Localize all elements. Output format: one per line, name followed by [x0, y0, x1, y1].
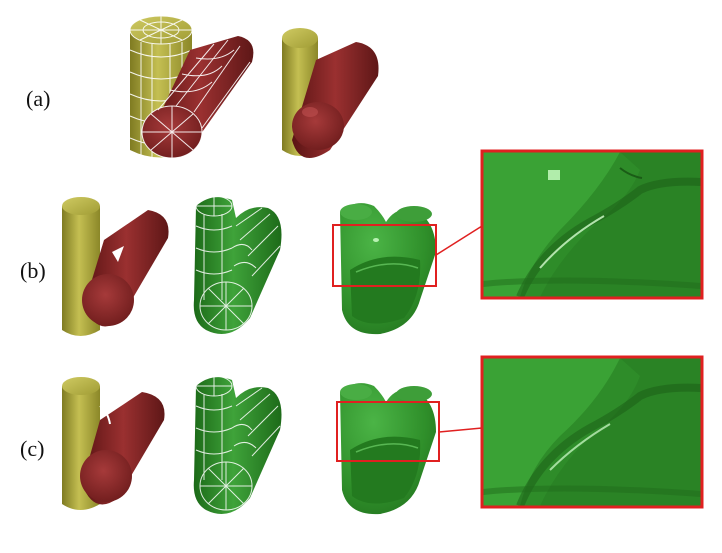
row-c-zoom-frame	[480, 355, 704, 509]
row-label-b: (b)	[20, 258, 46, 283]
row-b-zoom-inset	[480, 149, 704, 300]
row-c-zoom-inset	[480, 355, 704, 509]
row-label-a: (a)	[26, 86, 51, 111]
row-b-broken-cylinders	[62, 197, 169, 336]
row-b-highlight-box	[332, 224, 437, 287]
row-b-smooth-surface	[340, 203, 436, 335]
row-b-zoom-frame	[480, 149, 704, 300]
row-c-smooth-surface	[340, 383, 436, 515]
row-a-smooth-cylinders	[282, 28, 379, 158]
row-c-repaired-cylinders	[62, 377, 165, 510]
row-a-mesh-cylinders	[129, 15, 254, 159]
row-c-connector	[438, 427, 483, 433]
row-b-connector	[435, 225, 483, 256]
row-b-mesh-surface	[193, 195, 282, 334]
row-c-mesh-surface	[193, 375, 282, 514]
row-label-c: (c)	[20, 436, 45, 461]
